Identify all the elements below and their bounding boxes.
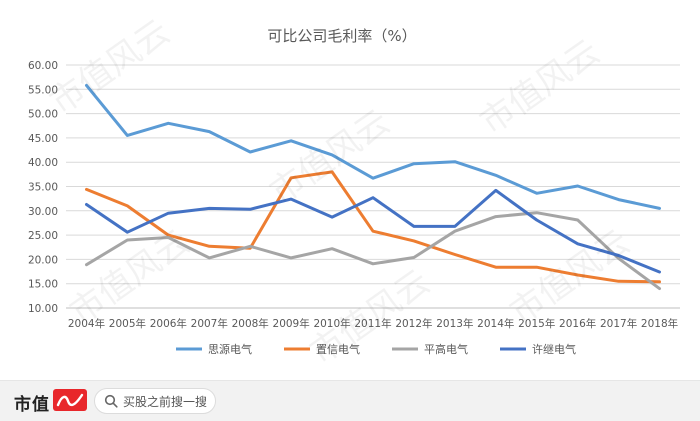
series-line-0	[85, 83, 661, 210]
x-tick-label: 2014年	[477, 317, 514, 330]
y-tick-label: 30.00	[28, 206, 58, 218]
x-tick-label: 2018年	[641, 317, 678, 330]
chart-title: 可比公司毛利率（%）	[267, 27, 416, 45]
x-tick-label: 2005年	[109, 317, 146, 330]
brand-logo-icon	[53, 389, 87, 411]
series-line-1	[85, 170, 661, 284]
y-tick-label: 35.00	[28, 182, 58, 194]
legend: 思源电气 置信电气 平高电气 许继电气	[176, 342, 576, 356]
chart-area: 可比公司毛利率（%） 10.00 15.00 20.00 25.00 30.00 35.0…	[8, 8, 692, 378]
x-tick-label: 2012年	[395, 317, 432, 330]
series-lines	[85, 83, 661, 291]
y-axis-ticks: 10.00 15.00 20.00 25.00 30.00 35.00 40.00 45.00…	[28, 60, 58, 315]
x-tick-label: 2010年	[313, 317, 350, 330]
y-tick-label: 15.00	[28, 279, 58, 291]
x-tick-label: 2011年	[354, 317, 391, 330]
y-tick-label: 10.00	[28, 303, 58, 315]
x-axis-ticks: 2004年 2005年 2006年 2007年 2008年 2009年 2010年 2011年…	[68, 317, 678, 330]
y-tick-label: 25.00	[28, 230, 58, 242]
search-icon	[104, 394, 118, 408]
x-tick-label: 2008年	[232, 317, 269, 330]
x-tick-label: 2007年	[191, 317, 228, 330]
legend-label: 平高电气	[424, 342, 468, 356]
y-tick-label: 45.00	[28, 133, 58, 145]
footer-bar: 市值 买股之前搜一搜	[0, 380, 700, 421]
x-tick-label: 2015年	[518, 317, 555, 330]
x-tick-label: 2017年	[600, 317, 637, 330]
legend-label: 许继电气	[532, 342, 576, 356]
legend-label: 思源电气	[208, 342, 252, 356]
y-tick-label: 60.00	[28, 60, 58, 72]
brand-name: 市值	[14, 395, 50, 415]
y-tick-label: 20.00	[28, 254, 58, 266]
series-line-2	[85, 211, 661, 291]
x-tick-label: 2004年	[68, 317, 105, 330]
grid-lines	[66, 64, 680, 309]
x-tick-label: 2016年	[559, 317, 596, 330]
x-tick-label: 2009年	[273, 317, 310, 330]
y-tick-label: 40.00	[28, 157, 58, 169]
x-tick-label: 2013年	[436, 317, 473, 330]
y-tick-label: 55.00	[28, 84, 58, 96]
y-tick-label: 50.00	[28, 109, 58, 121]
search-box[interactable]: 买股之前搜一搜	[94, 388, 216, 414]
series-line-3	[85, 188, 661, 274]
legend-label: 置信电气	[316, 342, 360, 356]
x-tick-label: 2006年	[150, 317, 187, 330]
search-placeholder: 买股之前搜一搜	[123, 395, 208, 409]
line-chart: 可比公司毛利率（%） 10.00 15.00 20.00 25.00 30.00 35.0…	[28, 27, 680, 356]
